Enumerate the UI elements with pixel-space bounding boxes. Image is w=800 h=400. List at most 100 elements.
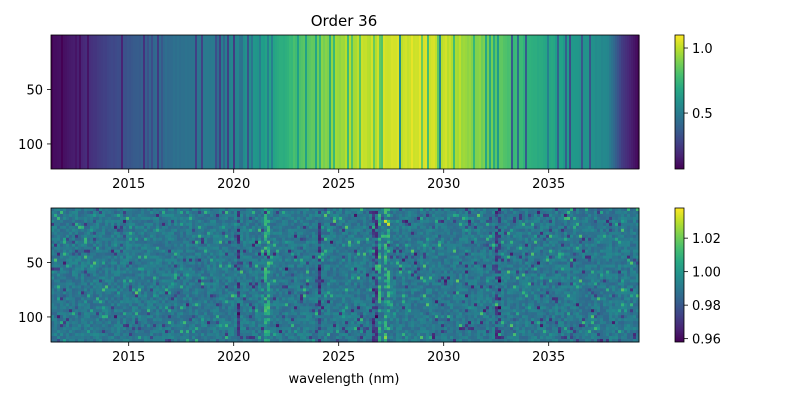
residual-cell <box>624 258 628 263</box>
residual-cell <box>336 210 340 215</box>
residual-cell <box>450 225 454 230</box>
residual-cell <box>279 208 283 212</box>
residual-cell <box>636 252 640 257</box>
residual-cell <box>513 237 517 242</box>
residual-cell <box>549 255 553 260</box>
residual-cell <box>315 208 319 212</box>
residual-cell <box>405 249 409 254</box>
residual-cell <box>69 264 73 269</box>
residual-cell <box>558 219 562 224</box>
residual-cell <box>261 255 265 260</box>
residual-cell <box>297 216 301 221</box>
spectrum-stripe <box>289 35 292 169</box>
residual-cell <box>381 234 385 239</box>
residual-cell <box>552 222 556 227</box>
residual-cell <box>204 273 208 277</box>
residual-cell <box>252 222 256 227</box>
residual-cell <box>321 243 325 248</box>
residual-cell <box>117 276 121 280</box>
spectrum-stripe <box>511 35 514 169</box>
residual-cell <box>99 219 103 224</box>
residual-cell <box>303 243 307 248</box>
residual-cell <box>177 213 181 218</box>
residual-cell <box>144 240 148 245</box>
residual-cell <box>411 276 415 280</box>
residual-cell <box>291 273 295 277</box>
residual-cell <box>51 228 55 233</box>
residual-cell <box>549 216 553 221</box>
residual-cell <box>453 264 457 269</box>
residual-cell <box>189 246 193 251</box>
residual-cell <box>621 228 625 233</box>
residual-cell <box>156 246 160 251</box>
top-chart-title: Order 36 <box>311 12 377 30</box>
residual-cell <box>459 237 463 242</box>
residual-cell <box>462 225 466 230</box>
residual-cell <box>516 276 520 280</box>
residual-cell <box>492 228 496 233</box>
residual-cell <box>261 270 265 275</box>
spectrum-stripe <box>71 35 74 169</box>
residual-cell <box>63 225 67 230</box>
residual-cell <box>378 216 382 221</box>
residual-cell <box>240 237 244 242</box>
residual-cell <box>318 261 322 266</box>
residual-cell <box>246 276 250 280</box>
residual-cell <box>228 208 232 212</box>
residual-cell <box>438 270 442 275</box>
residual-cell <box>84 234 88 239</box>
residual-cell <box>450 246 454 251</box>
residual-cell <box>105 267 109 272</box>
residual-cell <box>585 264 589 269</box>
residual-cell <box>198 234 202 239</box>
residual-cell <box>444 240 448 245</box>
residual-cell <box>555 252 559 257</box>
residual-cell <box>480 225 484 230</box>
residual-cell <box>429 261 433 266</box>
residual-cell <box>189 264 193 269</box>
residual-cell <box>360 264 364 269</box>
spectrum-stripe <box>259 35 262 169</box>
residual-cell <box>312 234 316 239</box>
residual-cell <box>135 258 139 263</box>
residual-cell <box>471 216 475 221</box>
residual-cell <box>192 225 196 230</box>
spectrum-stripe <box>525 35 528 169</box>
residual-cell <box>192 264 196 269</box>
residual-cell <box>162 208 166 212</box>
residual-cell <box>243 228 247 233</box>
residual-cell <box>615 222 619 227</box>
residual-cell <box>378 252 382 257</box>
residual-cell <box>525 234 529 239</box>
residual-cell <box>423 216 427 221</box>
residual-cell <box>204 252 208 257</box>
residual-cell <box>498 255 502 260</box>
residual-cell <box>471 249 475 254</box>
spectrum-stripe <box>277 35 280 169</box>
spectrum-stripe <box>347 35 350 169</box>
residual-cell <box>312 208 316 212</box>
residual-cell <box>573 255 577 260</box>
residual-cell <box>336 216 340 221</box>
residual-cell <box>198 237 202 242</box>
residual-cell <box>477 234 481 239</box>
residual-cell <box>477 213 481 218</box>
residual-cell <box>198 267 202 272</box>
residual-cell <box>441 270 445 275</box>
residual-cell <box>327 219 331 224</box>
residual-cell <box>63 219 67 224</box>
residual-cell <box>534 258 538 263</box>
residual-cell <box>261 228 265 233</box>
residual-cell <box>318 231 322 236</box>
x-tick-label: 2030 <box>427 177 460 192</box>
residual-cell <box>597 219 601 224</box>
residual-cell <box>612 216 616 221</box>
residual-cell <box>582 231 586 236</box>
residual-cell <box>633 243 637 248</box>
residual-cell <box>447 210 451 215</box>
residual-cell <box>573 249 577 254</box>
residual-cell <box>57 208 61 212</box>
residual-cell <box>537 249 541 254</box>
